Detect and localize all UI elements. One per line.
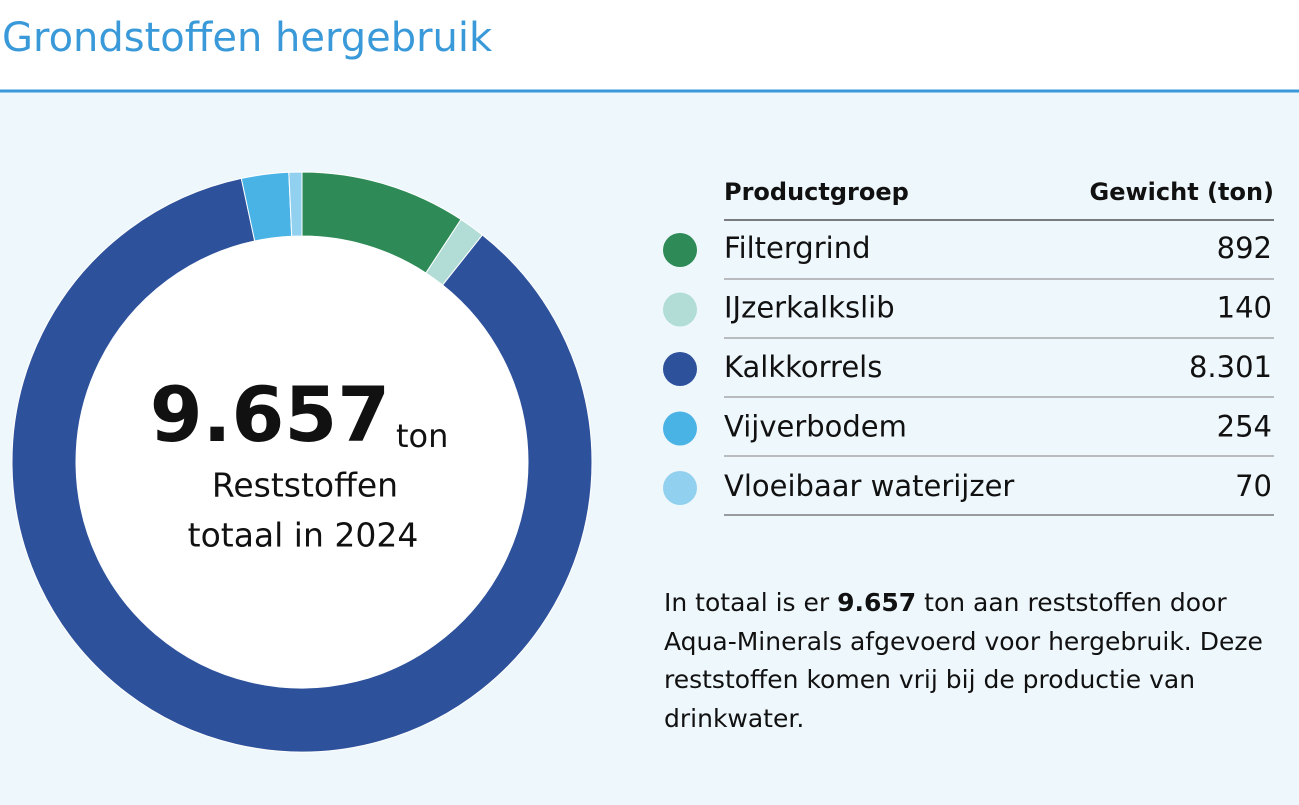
value-label: 70 bbox=[1235, 469, 1272, 503]
table-header: Productgroep bbox=[724, 178, 909, 206]
center-label: totaal in 2024 bbox=[188, 516, 419, 555]
legend-swatch bbox=[663, 292, 697, 327]
legend-label: Vloeibaar waterijzer bbox=[724, 469, 1014, 503]
chart-title: Grondstoffen hergebruik bbox=[2, 15, 493, 61]
legend-swatch bbox=[663, 233, 697, 267]
legend-label: Filtergrind bbox=[724, 231, 871, 265]
note-text: In totaal is er bbox=[664, 588, 838, 617]
donut bbox=[11, 171, 593, 753]
center-total: 9.657 bbox=[150, 370, 390, 459]
legend-swatch bbox=[663, 471, 697, 505]
donut-segment bbox=[11, 177, 593, 753]
legend-label: Kalkkorrels bbox=[724, 350, 882, 384]
center-unit: ton bbox=[396, 417, 448, 455]
center-label: Reststoffen bbox=[212, 466, 398, 505]
value-label: 254 bbox=[1217, 410, 1272, 444]
donut-hole bbox=[76, 236, 528, 688]
legend-swatch bbox=[663, 411, 697, 446]
donut-segment bbox=[288, 171, 303, 237]
value-label: 8.301 bbox=[1189, 350, 1272, 384]
legend-label: Vijverbodem bbox=[724, 410, 907, 444]
legend-label: IJzerkalkslib bbox=[724, 291, 895, 325]
value-label: 140 bbox=[1217, 291, 1272, 325]
note-text: ton aan reststoffen door Aqua-Minerals a… bbox=[664, 588, 1263, 733]
note-bold: 9.657 bbox=[837, 588, 917, 617]
note: In totaal is er 9.657 ton aan reststoffe… bbox=[664, 584, 1264, 738]
value-label: 892 bbox=[1217, 231, 1272, 265]
legend-swatch bbox=[663, 352, 697, 386]
table-header: Gewicht (ton) bbox=[1090, 178, 1275, 206]
table: Filtergrind 892 IJzerkalkslib 140 Kalkkorrel… bbox=[663, 231, 1274, 516]
